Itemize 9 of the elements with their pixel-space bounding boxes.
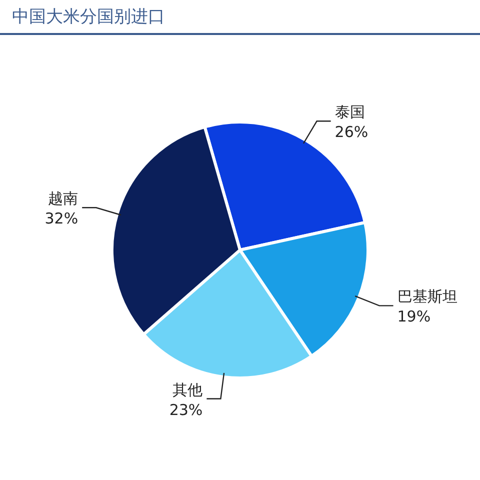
data-label: 26% [334,123,368,142]
data-label: 32% [44,210,78,228]
slice-label: 泰国 [334,103,365,122]
data-label: 19% [397,308,431,326]
slice-label: 其他 [172,380,203,399]
slice-label: 巴基斯坦 [397,288,458,306]
chart-title: 中国大米分国别进口 [12,7,165,27]
slice-label: 越南 [48,190,78,208]
data-label: 23% [169,400,203,419]
